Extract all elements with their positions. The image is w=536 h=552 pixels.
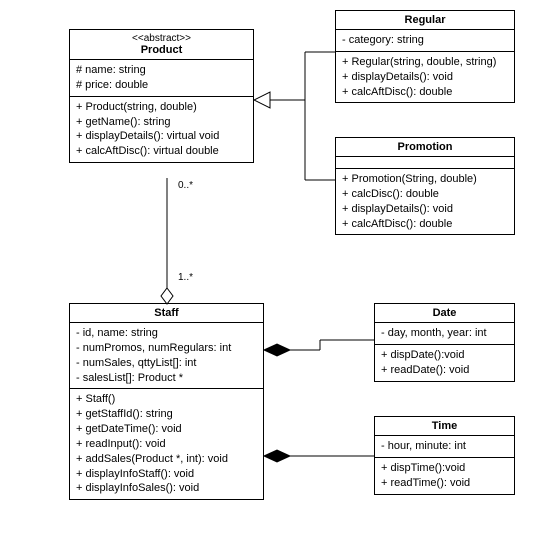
class-promotion-attrs bbox=[336, 157, 514, 169]
composition-diamond-date bbox=[264, 344, 290, 356]
aggregation-diamond-staff bbox=[161, 288, 173, 304]
composition-diamond-time bbox=[264, 450, 290, 462]
class-regular-attrs: - category: string bbox=[336, 30, 514, 52]
class-staff-ops: + Staff() + getStaffId(): string + getDa… bbox=[70, 389, 263, 499]
class-date-title: Date bbox=[375, 304, 514, 323]
multiplicity-bottom: 1..* bbox=[178, 272, 193, 283]
class-time: Time - hour, minute: int + dispTime():vo… bbox=[374, 416, 515, 495]
class-product-attrs: # name: string # price: double bbox=[70, 60, 253, 97]
class-staff-attrs: - id, name: string - numPromos, numRegul… bbox=[70, 323, 263, 389]
class-regular-title: Regular bbox=[336, 11, 514, 30]
composition-staff-date bbox=[290, 340, 374, 350]
generalization-arrowhead bbox=[254, 92, 270, 108]
multiplicity-top: 0..* bbox=[178, 180, 193, 191]
stereotype-label: <<abstract>> bbox=[76, 33, 247, 44]
class-product: <<abstract>> Product # name: string # pr… bbox=[69, 29, 254, 163]
class-staff-title: Staff bbox=[70, 304, 263, 323]
class-regular-ops: + Regular(string, double, string) + disp… bbox=[336, 52, 514, 103]
class-date-attrs: - day, month, year: int bbox=[375, 323, 514, 345]
class-product-title: <<abstract>> Product bbox=[70, 30, 253, 60]
generalization-lines bbox=[270, 52, 335, 180]
class-promotion-ops: + Promotion(String, double) + calcDisc()… bbox=[336, 169, 514, 234]
class-promotion: Promotion + Promotion(String, double) + … bbox=[335, 137, 515, 235]
class-time-attrs: - hour, minute: int bbox=[375, 436, 514, 458]
class-time-title: Time bbox=[375, 417, 514, 436]
class-regular: Regular - category: string + Regular(str… bbox=[335, 10, 515, 103]
class-staff: Staff - id, name: string - numPromos, nu… bbox=[69, 303, 264, 500]
class-time-ops: + dispTime():void + readTime(): void bbox=[375, 458, 514, 494]
class-date-ops: + dispDate():void + readDate(): void bbox=[375, 345, 514, 381]
class-product-ops: + Product(string, double) + getName(): s… bbox=[70, 97, 253, 162]
class-date: Date - day, month, year: int + dispDate(… bbox=[374, 303, 515, 382]
class-name: Product bbox=[141, 44, 183, 56]
class-promotion-title: Promotion bbox=[336, 138, 514, 157]
